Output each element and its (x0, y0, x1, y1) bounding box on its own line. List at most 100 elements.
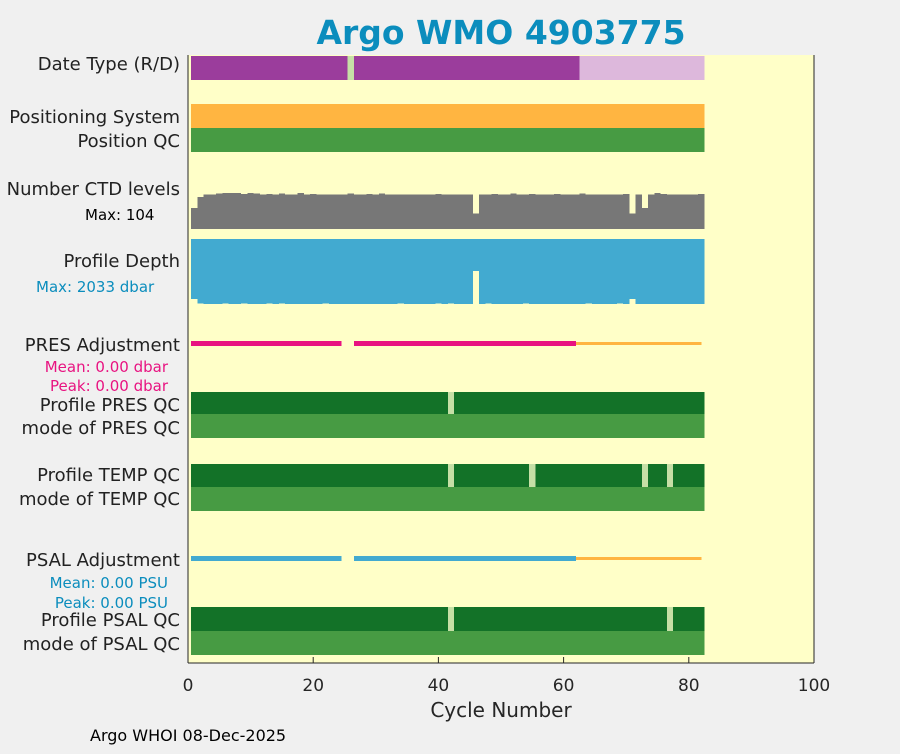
ctd-level-bar (429, 194, 436, 229)
ctd-level-bar (504, 194, 511, 229)
ctd-level-bar (691, 194, 699, 229)
ctd-level-bar (410, 194, 417, 229)
positioning-system-bar (191, 104, 705, 128)
profile-depth-bar (541, 239, 548, 304)
profile-depth-bar (447, 239, 455, 304)
psal-unadjusted-line (576, 557, 702, 560)
mode-pres-qc-bar (191, 414, 705, 438)
profile-depth-bar (466, 239, 473, 304)
ctd-level-bar (466, 194, 473, 229)
ctd-level-bar (685, 194, 692, 229)
label-mode-temp-qc: mode of TEMP QC (19, 489, 180, 510)
ctd-level-bar (385, 194, 392, 229)
ctd-level-bar (598, 194, 605, 229)
x-tick-label: 60 (553, 676, 575, 696)
profile-depth-bar (310, 239, 317, 304)
ctd-level-bar (535, 194, 542, 229)
ctd-level-bar (666, 194, 674, 229)
profile-psal-qc-gap (666, 607, 674, 631)
label-profile-pres-qc: Profile PRES QC (40, 395, 180, 416)
profile-depth-bar (291, 239, 298, 304)
profile-depth-bar (454, 239, 461, 304)
profile-depth-bar (641, 239, 649, 304)
ctd-level-bar (328, 194, 336, 229)
profile-psal-qc-gap (447, 607, 455, 631)
date-type-segment (191, 56, 348, 80)
ctd-level-bar (541, 194, 548, 229)
profile-depth-bar (328, 239, 336, 304)
profile-depth-bar (547, 239, 555, 304)
ctd-level-bar (610, 194, 617, 229)
ctd-level-bar (579, 193, 586, 229)
ctd-level-bar (479, 194, 486, 229)
profile-depth-bar (316, 239, 323, 304)
profile-depth-bar (554, 239, 561, 304)
ctd-level-bar (641, 208, 649, 229)
ctd-level-bar (403, 194, 411, 229)
pres-adjusted-line (353, 341, 577, 346)
profile-depth-bar (278, 239, 286, 304)
mode-temp-qc-bar (191, 487, 705, 511)
ctd-level-bar (554, 194, 561, 229)
profile-depth-bar (698, 239, 705, 304)
label-profile-psal-qc: Profile PSAL QC (41, 610, 180, 631)
ctd-level-bar (422, 194, 430, 229)
profile-depth-bar (191, 239, 198, 299)
ctd-level-bar (209, 194, 217, 229)
x-tick-label: 20 (302, 676, 324, 696)
ctd-level-bar (197, 196, 204, 229)
profile-depth-bar (648, 239, 655, 304)
profile-depth-bar (266, 239, 273, 304)
profile-depth-bar (253, 239, 260, 304)
label-profile-temp-qc: Profile TEMP QC (37, 465, 180, 486)
profile-depth-bar (654, 239, 661, 304)
profile-depth-bar (259, 239, 267, 304)
ctd-level-bar (447, 194, 455, 229)
profile-depth-bar (479, 239, 486, 304)
ctd-level-bar (497, 194, 505, 229)
profile-depth-bar (391, 239, 398, 304)
ctd-level-bar (266, 194, 273, 229)
profile-depth-bar (529, 239, 536, 304)
ctd-level-bar (341, 194, 348, 229)
ctd-level-bar (510, 193, 517, 229)
pres-adjusted-line (191, 341, 342, 346)
profile-depth-bar (429, 239, 436, 304)
profile-depth-bar (410, 239, 417, 304)
label-positioning-system: Positioning System (9, 107, 180, 128)
x-tick-label: 40 (428, 676, 450, 696)
pres-adjustment-mean: Mean: 0.00 dbar (45, 358, 169, 376)
label-position-qc: Position QC (77, 131, 180, 152)
ctd-level-bar (366, 194, 373, 229)
profile-depth-bar (360, 239, 367, 304)
profile-depth-bar (629, 239, 636, 299)
mode-psal-qc-bar (191, 631, 705, 655)
ctd-level-bar (491, 194, 498, 229)
ctd-level-bar (222, 193, 229, 229)
profile-depth-bar (685, 239, 692, 304)
ctd-level-bar (623, 194, 630, 229)
ctd-level-bar (234, 193, 242, 229)
profile-depth-bar (335, 239, 342, 304)
ctd-level-bar (629, 213, 636, 229)
label-date-type: Date Type (R/D) (38, 54, 180, 75)
ctd-level-bar (241, 194, 248, 229)
profile-depth-bar (497, 239, 505, 304)
ctd-level-bar (228, 193, 235, 229)
profile-depth-bar (285, 239, 292, 304)
profile-depth-bar (666, 239, 674, 304)
profile-depth-bar (585, 239, 592, 304)
profile-temp-qc-gap (529, 464, 536, 487)
ctd-level-bar (191, 208, 198, 229)
label-ctd-levels: Number CTD levels (7, 179, 180, 200)
ctd-level-bar (253, 193, 260, 229)
psal-adjustment-mean: Mean: 0.00 PSU (50, 574, 168, 592)
profile-depth-bar (441, 239, 448, 304)
profile-depth-bar (385, 239, 392, 304)
position-qc-bar (191, 128, 705, 152)
profile-depth-bar (203, 239, 210, 304)
ctd-level-bar (585, 194, 592, 229)
profile-depth-bar (353, 239, 361, 304)
ctd-level-bar (378, 193, 386, 229)
profile-depth-bar (485, 239, 492, 304)
